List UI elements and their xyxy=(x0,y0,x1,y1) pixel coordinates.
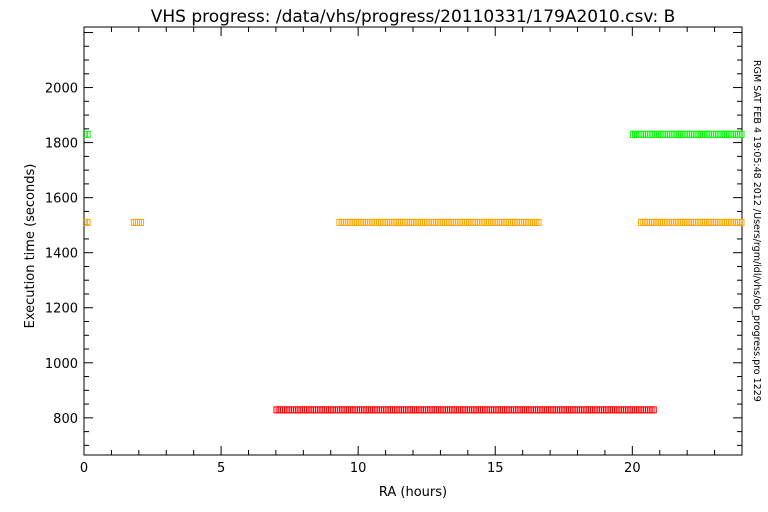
data-marks xyxy=(82,130,745,414)
series-0 xyxy=(82,130,745,138)
side-annotation: RGM SAT FEB 4 19:05:48 2012 /Users/rgm/i… xyxy=(751,60,762,402)
data-point xyxy=(139,218,145,226)
y-tick-label: 1200 xyxy=(45,302,78,317)
series-2 xyxy=(273,406,657,414)
y-tick-label: 2000 xyxy=(45,82,78,97)
plot-frame xyxy=(83,26,743,456)
y-axis-ticks: 800 1000 1200 1400 1600 1800 2000 xyxy=(45,32,742,446)
series-1 xyxy=(82,218,745,226)
data-point xyxy=(739,130,745,138)
y-tick-label: 800 xyxy=(53,412,78,427)
y-tick-label: 1800 xyxy=(45,137,78,152)
x-axis-label: RA (hours) xyxy=(379,485,447,500)
data-point xyxy=(82,218,88,226)
y-tick-label: 1600 xyxy=(45,192,78,207)
y-tick-label: 1000 xyxy=(45,357,78,372)
chart-title: VHS progress: /data/vhs/progress/2011033… xyxy=(151,7,676,27)
data-point xyxy=(85,218,91,226)
data-point xyxy=(739,218,745,226)
data-point xyxy=(536,218,542,226)
data-point xyxy=(651,406,657,414)
x-tick-label: 15 xyxy=(487,461,504,476)
x-tick-label: 5 xyxy=(217,461,225,476)
y-tick-label: 1400 xyxy=(45,247,78,262)
data-point xyxy=(85,130,91,138)
data-point xyxy=(82,130,88,138)
plot-border xyxy=(83,26,743,456)
x-tick-label: 20 xyxy=(624,461,641,476)
x-tick-label: 10 xyxy=(350,461,367,476)
y-axis-label: Execution time (seconds) xyxy=(23,164,38,329)
x-tick-label: 0 xyxy=(80,461,88,476)
x-axis-ticks: 0 5 10 15 20 xyxy=(80,27,743,476)
